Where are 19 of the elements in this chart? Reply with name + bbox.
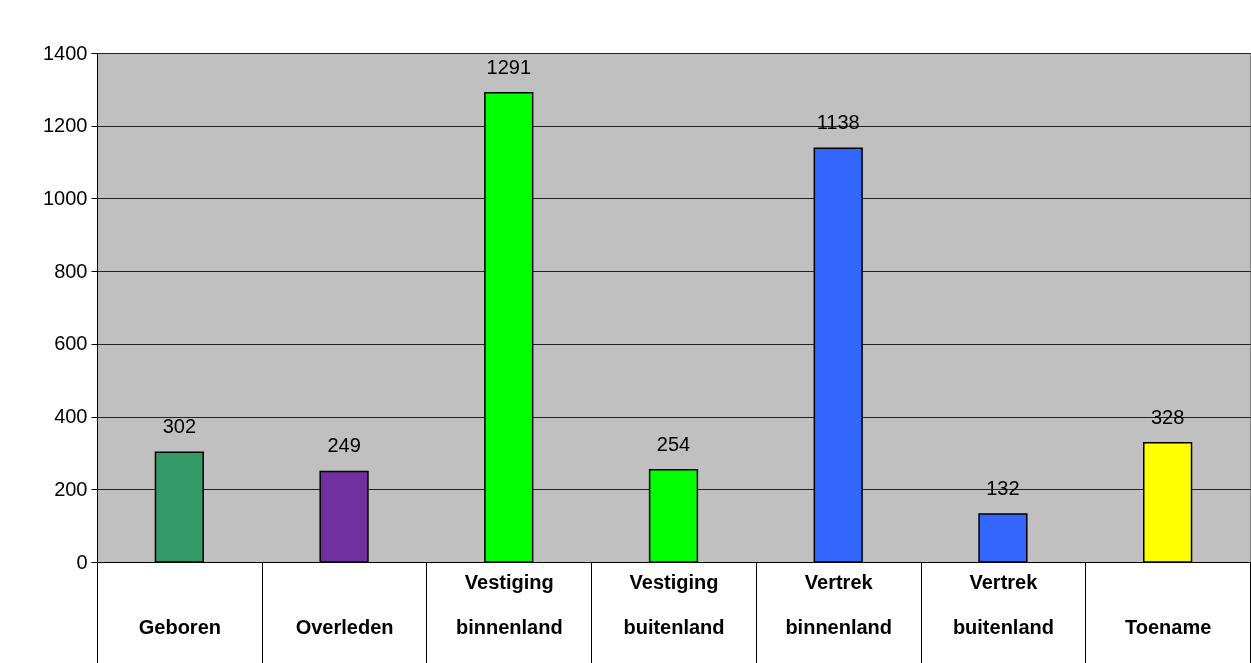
x-tick-label: Vertrek binnenland xyxy=(785,570,893,638)
x-tick-label: Vestiging binnenland xyxy=(455,570,563,638)
y-tick-label: 400 xyxy=(54,405,88,428)
x-tick-label: Geboren xyxy=(138,615,221,638)
data-label: 1291 xyxy=(486,55,532,78)
x-tick-label: Vestiging buitenland xyxy=(623,570,725,638)
x-tick-label: Vertrek buitenland xyxy=(952,570,1054,638)
y-tick-label: 1200 xyxy=(43,114,88,137)
y-tick-label: 1400 xyxy=(43,41,88,64)
y-tick-label: 800 xyxy=(54,259,88,282)
x-tick-label: Toename xyxy=(1124,615,1212,638)
y-tick-label: 0 xyxy=(76,550,88,573)
y-tick-label: 1000 xyxy=(43,186,88,209)
y-tick-label: 600 xyxy=(54,332,88,355)
data-label: 249 xyxy=(327,434,361,457)
data-label: 302 xyxy=(162,415,197,438)
y-tick-label: 200 xyxy=(54,477,88,500)
x-tick-label: Overleden xyxy=(295,615,394,638)
data-label: 254 xyxy=(656,432,691,455)
